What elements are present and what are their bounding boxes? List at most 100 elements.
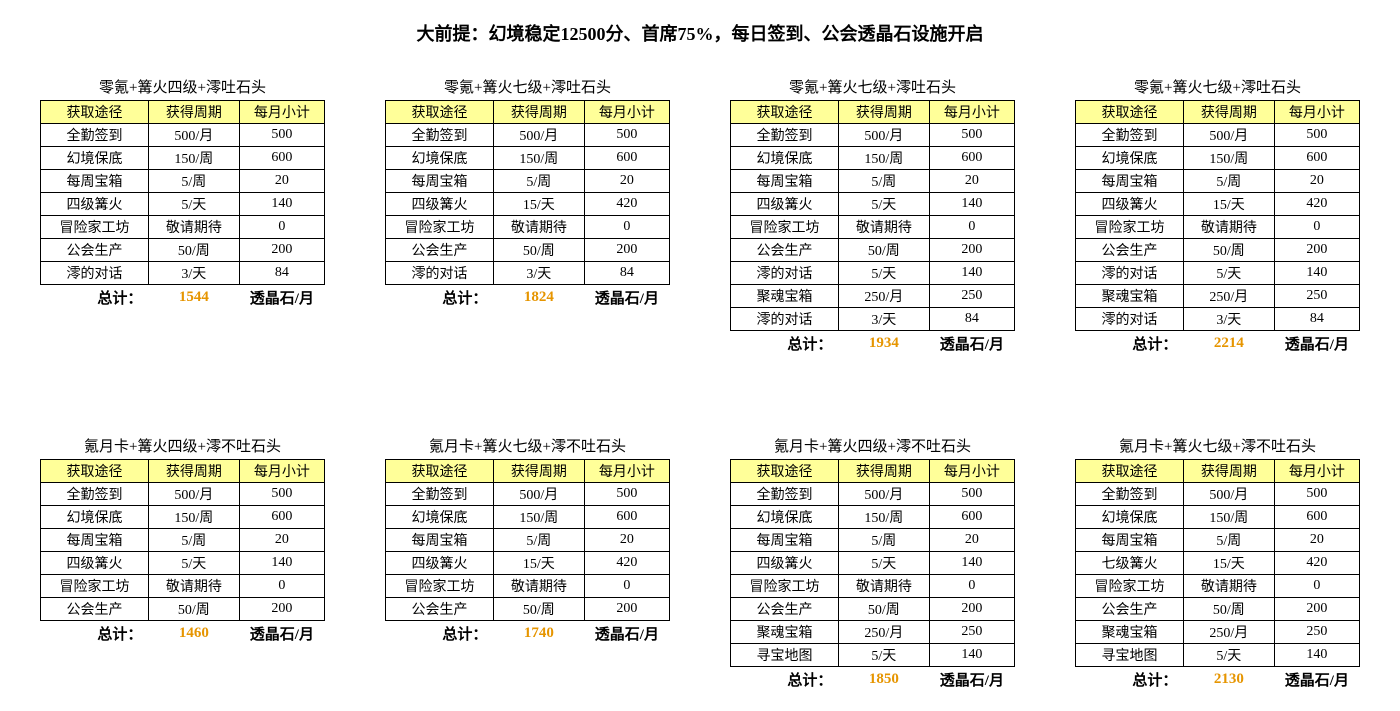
table-cell: 冒险家工坊 (1076, 216, 1184, 239)
table-cell: 5/周 (148, 170, 239, 193)
table-cell: 每周宝箱 (41, 529, 149, 552)
table-cell: 420 (584, 552, 669, 575)
table-cell: 250 (1274, 621, 1359, 644)
table-header-cell: 每月小计 (239, 460, 324, 483)
table-cell: 15/天 (493, 193, 584, 216)
table-row: 幻境保底150/周600 (386, 506, 670, 529)
table-cell: 200 (1274, 598, 1359, 621)
table-cell: 140 (1274, 262, 1359, 285)
table-cell: 150/周 (1183, 147, 1274, 170)
table-header-cell: 获取途径 (1076, 101, 1184, 124)
table-cell: 敬请期待 (493, 216, 584, 239)
table-cell: 冒险家工坊 (41, 216, 149, 239)
table-cell: 冒险家工坊 (386, 216, 494, 239)
table-row: 全勤签到500/月500 (731, 483, 1015, 506)
total-label: 总计： (731, 331, 839, 356)
total-label: 总计： (386, 621, 494, 646)
table-row: 公会生产50/周200 (386, 239, 670, 262)
total-unit: 透晶石/月 (584, 285, 669, 310)
table-cell: 澪的对话 (386, 262, 494, 285)
table-cell: 公会生产 (1076, 598, 1184, 621)
table-cell: 3/天 (493, 262, 584, 285)
table-cell: 0 (239, 575, 324, 598)
table-cell: 84 (239, 262, 324, 285)
table-cell: 四级篝火 (386, 552, 494, 575)
table-cell: 20 (239, 529, 324, 552)
table-header-cell: 获得周期 (148, 101, 239, 124)
table-cell: 20 (584, 529, 669, 552)
table-cell: 200 (1274, 239, 1359, 262)
table-cell: 5/周 (838, 170, 929, 193)
table-cell: 150/周 (838, 147, 929, 170)
table-cell: 全勤签到 (731, 483, 839, 506)
table-cell: 5/天 (838, 644, 929, 667)
table-cell: 200 (584, 598, 669, 621)
table-row: 公会生产50/周200 (731, 239, 1015, 262)
table-cell: 七级篝火 (1076, 552, 1184, 575)
table-cell: 0 (1274, 216, 1359, 239)
total-row: 总计：2214透晶石/月 (1076, 331, 1360, 356)
total-unit: 透晶石/月 (1274, 667, 1359, 692)
table-cell: 15/天 (1183, 552, 1274, 575)
total-row: 总计：1740透晶石/月 (386, 621, 670, 646)
table-cell: 500 (584, 124, 669, 147)
table-cell: 500 (929, 483, 1014, 506)
table-cell: 每周宝箱 (731, 170, 839, 193)
table-block: 零氪+篝火七级+澪吐石头获取途径获得周期每月小计全勤签到500/月500幻境保底… (385, 76, 670, 355)
table-cell: 澪的对话 (1076, 262, 1184, 285)
table-cell: 5/天 (838, 262, 929, 285)
block-title: 零氪+篝火七级+澪吐石头 (1075, 76, 1360, 97)
total-unit: 透晶石/月 (239, 285, 324, 310)
table-cell: 每周宝箱 (1076, 529, 1184, 552)
table-cell: 500/月 (1183, 483, 1274, 506)
table-header-cell: 获取途径 (386, 101, 494, 124)
table-row: 每周宝箱5/周20 (1076, 170, 1360, 193)
table-cell: 500/月 (148, 124, 239, 147)
table-cell: 幻境保底 (386, 147, 494, 170)
table-cell: 150/周 (148, 147, 239, 170)
table-row: 聚魂宝箱250/月250 (1076, 285, 1360, 308)
table-row: 每周宝箱5/周20 (41, 170, 325, 193)
table-header-cell: 每月小计 (239, 101, 324, 124)
total-value: 1934 (838, 331, 929, 356)
table-header-row: 获取途径获得周期每月小计 (41, 101, 325, 124)
table-row: 幻境保底150/周600 (731, 147, 1015, 170)
data-table: 获取途径获得周期每月小计全勤签到500/月500幻境保底150/周600每周宝箱… (385, 100, 670, 309)
table-cell: 0 (1274, 575, 1359, 598)
table-block: 零氪+篝火七级+澪吐石头获取途径获得周期每月小计全勤签到500/月500幻境保底… (730, 76, 1015, 355)
table-cell: 150/周 (1183, 506, 1274, 529)
table-cell: 3/天 (1183, 308, 1274, 331)
table-cell: 20 (1274, 529, 1359, 552)
table-header-row: 获取途径获得周期每月小计 (1076, 101, 1360, 124)
table-cell: 250/月 (1183, 285, 1274, 308)
table-cell: 600 (1274, 506, 1359, 529)
total-label: 总计： (41, 285, 149, 310)
table-cell: 全勤签到 (386, 124, 494, 147)
table-cell: 84 (1274, 308, 1359, 331)
table-row: 幻境保底150/周600 (1076, 506, 1360, 529)
table-cell: 敬请期待 (838, 575, 929, 598)
table-cell: 聚魂宝箱 (731, 285, 839, 308)
total-label: 总计： (1076, 331, 1184, 356)
table-row: 澪的对话3/天84 (386, 262, 670, 285)
data-table: 获取途径获得周期每月小计全勤签到500/月500幻境保底150/周600每周宝箱… (730, 459, 1015, 691)
table-header-cell: 获取途径 (731, 460, 839, 483)
table-header-cell: 获得周期 (838, 460, 929, 483)
table-cell: 幻境保底 (1076, 147, 1184, 170)
table-cell: 20 (1274, 170, 1359, 193)
table-row: 冒险家工坊敬请期待0 (1076, 575, 1360, 598)
table-header-cell: 每月小计 (584, 101, 669, 124)
table-cell: 150/周 (838, 506, 929, 529)
table-header-cell: 每月小计 (584, 460, 669, 483)
table-cell: 幻境保底 (41, 506, 149, 529)
table-cell: 50/周 (1183, 239, 1274, 262)
table-cell: 20 (929, 529, 1014, 552)
table-header-row: 获取途径获得周期每月小计 (731, 101, 1015, 124)
table-cell: 每周宝箱 (386, 529, 494, 552)
table-header-cell: 获取途径 (41, 101, 149, 124)
total-value: 1824 (493, 285, 584, 310)
table-cell: 50/周 (493, 239, 584, 262)
table-cell: 50/周 (148, 598, 239, 621)
table-row: 澪的对话3/天84 (1076, 308, 1360, 331)
table-header-cell: 获取途径 (731, 101, 839, 124)
